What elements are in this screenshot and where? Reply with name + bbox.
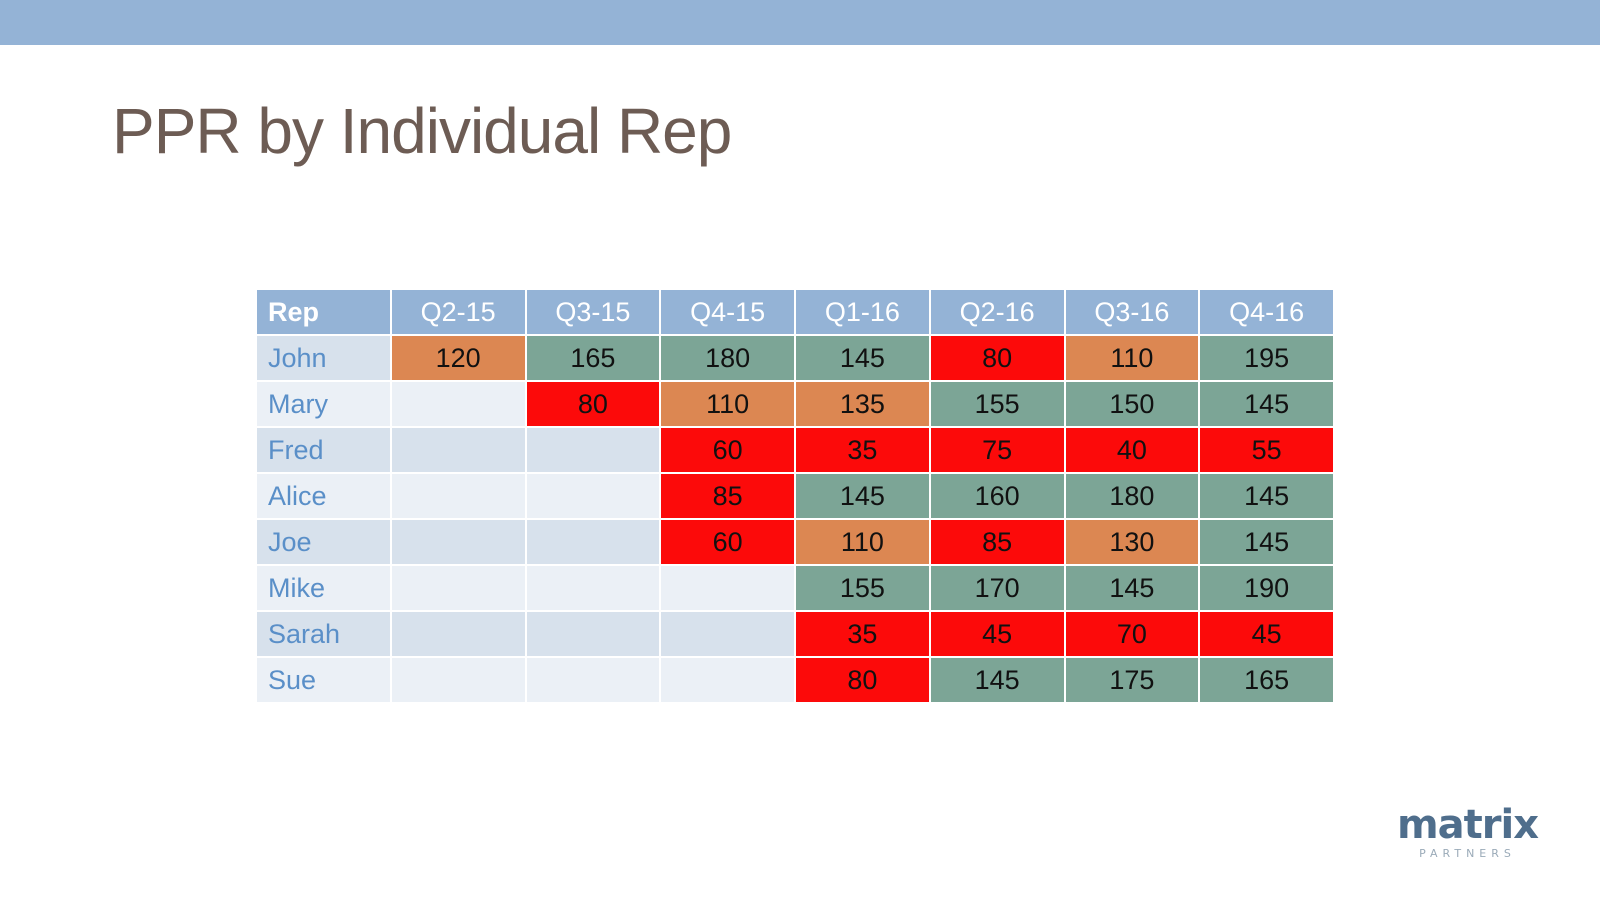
empty-cell — [526, 658, 660, 702]
empty-cell — [661, 612, 794, 656]
ppr-value-cell: 35 — [796, 428, 929, 472]
ppr-value-cell: 150 — [1065, 382, 1199, 426]
ppr-value-cell: 135 — [796, 382, 929, 426]
table-body: John 120 165 180 145 80 110 195 Mary 80 110 135 155 1… — [257, 336, 1333, 702]
table-row: Mike 155 170 145 190 — [257, 566, 1333, 610]
ppr-value-cell: 80 — [526, 382, 660, 426]
column-header-quarter: Q3-15 — [526, 290, 660, 334]
table-row: Sarah 35 45 70 45 — [257, 612, 1333, 656]
rep-name-cell: Alice — [257, 474, 390, 518]
ppr-value-cell: 110 — [661, 382, 794, 426]
table-header-row: Rep Q2-15 Q3-15 Q4-15 Q1-16 Q2-16 Q3-16 Q4-16 — [257, 290, 1333, 334]
ppr-value-cell: 85 — [661, 474, 794, 518]
column-header-quarter: Q4-15 — [661, 290, 794, 334]
empty-cell — [526, 428, 660, 472]
empty-cell — [391, 612, 525, 656]
ppr-value-cell: 60 — [661, 428, 794, 472]
ppr-value-cell: 60 — [661, 520, 794, 564]
ppr-value-cell: 165 — [526, 336, 660, 380]
column-header-quarter: Q3-16 — [1065, 290, 1199, 334]
table-row: Joe 60 110 85 130 145 — [257, 520, 1333, 564]
ppr-value-cell: 130 — [1065, 520, 1199, 564]
column-header-quarter: Q1-16 — [796, 290, 929, 334]
ppr-value-cell: 145 — [1200, 474, 1333, 518]
table-row: John 120 165 180 145 80 110 195 — [257, 336, 1333, 380]
ppr-value-cell: 160 — [930, 474, 1064, 518]
empty-cell — [391, 474, 525, 518]
ppr-value-cell: 45 — [1200, 612, 1333, 656]
ppr-value-cell: 120 — [391, 336, 525, 380]
ppr-value-cell: 145 — [796, 336, 929, 380]
logo-wordmark: matrix — [1396, 802, 1539, 848]
ppr-value-cell: 145 — [796, 474, 929, 518]
column-header-rep: Rep — [257, 290, 390, 334]
ppr-value-cell: 145 — [930, 658, 1064, 702]
ppr-value-cell: 180 — [1065, 474, 1199, 518]
ppr-value-cell: 175 — [1065, 658, 1199, 702]
ppr-value-cell: 195 — [1200, 336, 1333, 380]
rep-name-cell: Fred — [257, 428, 390, 472]
rep-name-cell: Joe — [257, 520, 390, 564]
ppr-table-container: Rep Q2-15 Q3-15 Q4-15 Q1-16 Q2-16 Q3-16 Q4-16 J… — [255, 288, 1335, 704]
column-header-quarter: Q2-15 — [391, 290, 525, 334]
ppr-value-cell: 70 — [1065, 612, 1199, 656]
column-header-quarter: Q4-16 — [1200, 290, 1333, 334]
ppr-value-cell: 45 — [930, 612, 1064, 656]
ppr-value-cell: 35 — [796, 612, 929, 656]
ppr-value-cell: 145 — [1200, 382, 1333, 426]
empty-cell — [391, 566, 525, 610]
ppr-value-cell: 75 — [930, 428, 1064, 472]
table-row: Sue 80 145 175 165 — [257, 658, 1333, 702]
table-row: Fred 60 35 75 40 55 — [257, 428, 1333, 472]
header-band — [0, 0, 1600, 45]
ppr-value-cell: 165 — [1200, 658, 1333, 702]
empty-cell — [526, 474, 660, 518]
ppr-value-cell: 85 — [930, 520, 1064, 564]
empty-cell — [526, 566, 660, 610]
ppr-value-cell: 180 — [661, 336, 794, 380]
ppr-value-cell: 145 — [1200, 520, 1333, 564]
ppr-value-cell: 110 — [796, 520, 929, 564]
column-header-quarter: Q2-16 — [930, 290, 1064, 334]
empty-cell — [391, 520, 525, 564]
matrix-partners-logo: matrix PARTNERS — [1396, 802, 1539, 860]
rep-name-cell: Mike — [257, 566, 390, 610]
ppr-value-cell: 155 — [796, 566, 929, 610]
ppr-value-cell: 170 — [930, 566, 1064, 610]
ppr-value-cell: 80 — [796, 658, 929, 702]
empty-cell — [526, 612, 660, 656]
empty-cell — [526, 520, 660, 564]
empty-cell — [391, 658, 525, 702]
ppr-value-cell: 55 — [1200, 428, 1333, 472]
slide-title: PPR by Individual Rep — [112, 95, 732, 167]
logo-subtitle: PARTNERS — [1419, 847, 1516, 860]
ppr-value-cell: 190 — [1200, 566, 1333, 610]
ppr-value-cell: 155 — [930, 382, 1064, 426]
empty-cell — [391, 428, 525, 472]
ppr-value-cell: 80 — [930, 336, 1064, 380]
rep-name-cell: John — [257, 336, 390, 380]
rep-name-cell: Sue — [257, 658, 390, 702]
empty-cell — [661, 566, 794, 610]
ppr-value-cell: 145 — [1065, 566, 1199, 610]
table-row: Mary 80 110 135 155 150 145 — [257, 382, 1333, 426]
rep-name-cell: Sarah — [257, 612, 390, 656]
empty-cell — [391, 382, 525, 426]
empty-cell — [661, 658, 794, 702]
ppr-value-cell: 40 — [1065, 428, 1199, 472]
rep-name-cell: Mary — [257, 382, 390, 426]
ppr-value-cell: 110 — [1065, 336, 1199, 380]
ppr-table: Rep Q2-15 Q3-15 Q4-15 Q1-16 Q2-16 Q3-16 Q4-16 J… — [255, 288, 1335, 704]
table-row: Alice 85 145 160 180 145 — [257, 474, 1333, 518]
